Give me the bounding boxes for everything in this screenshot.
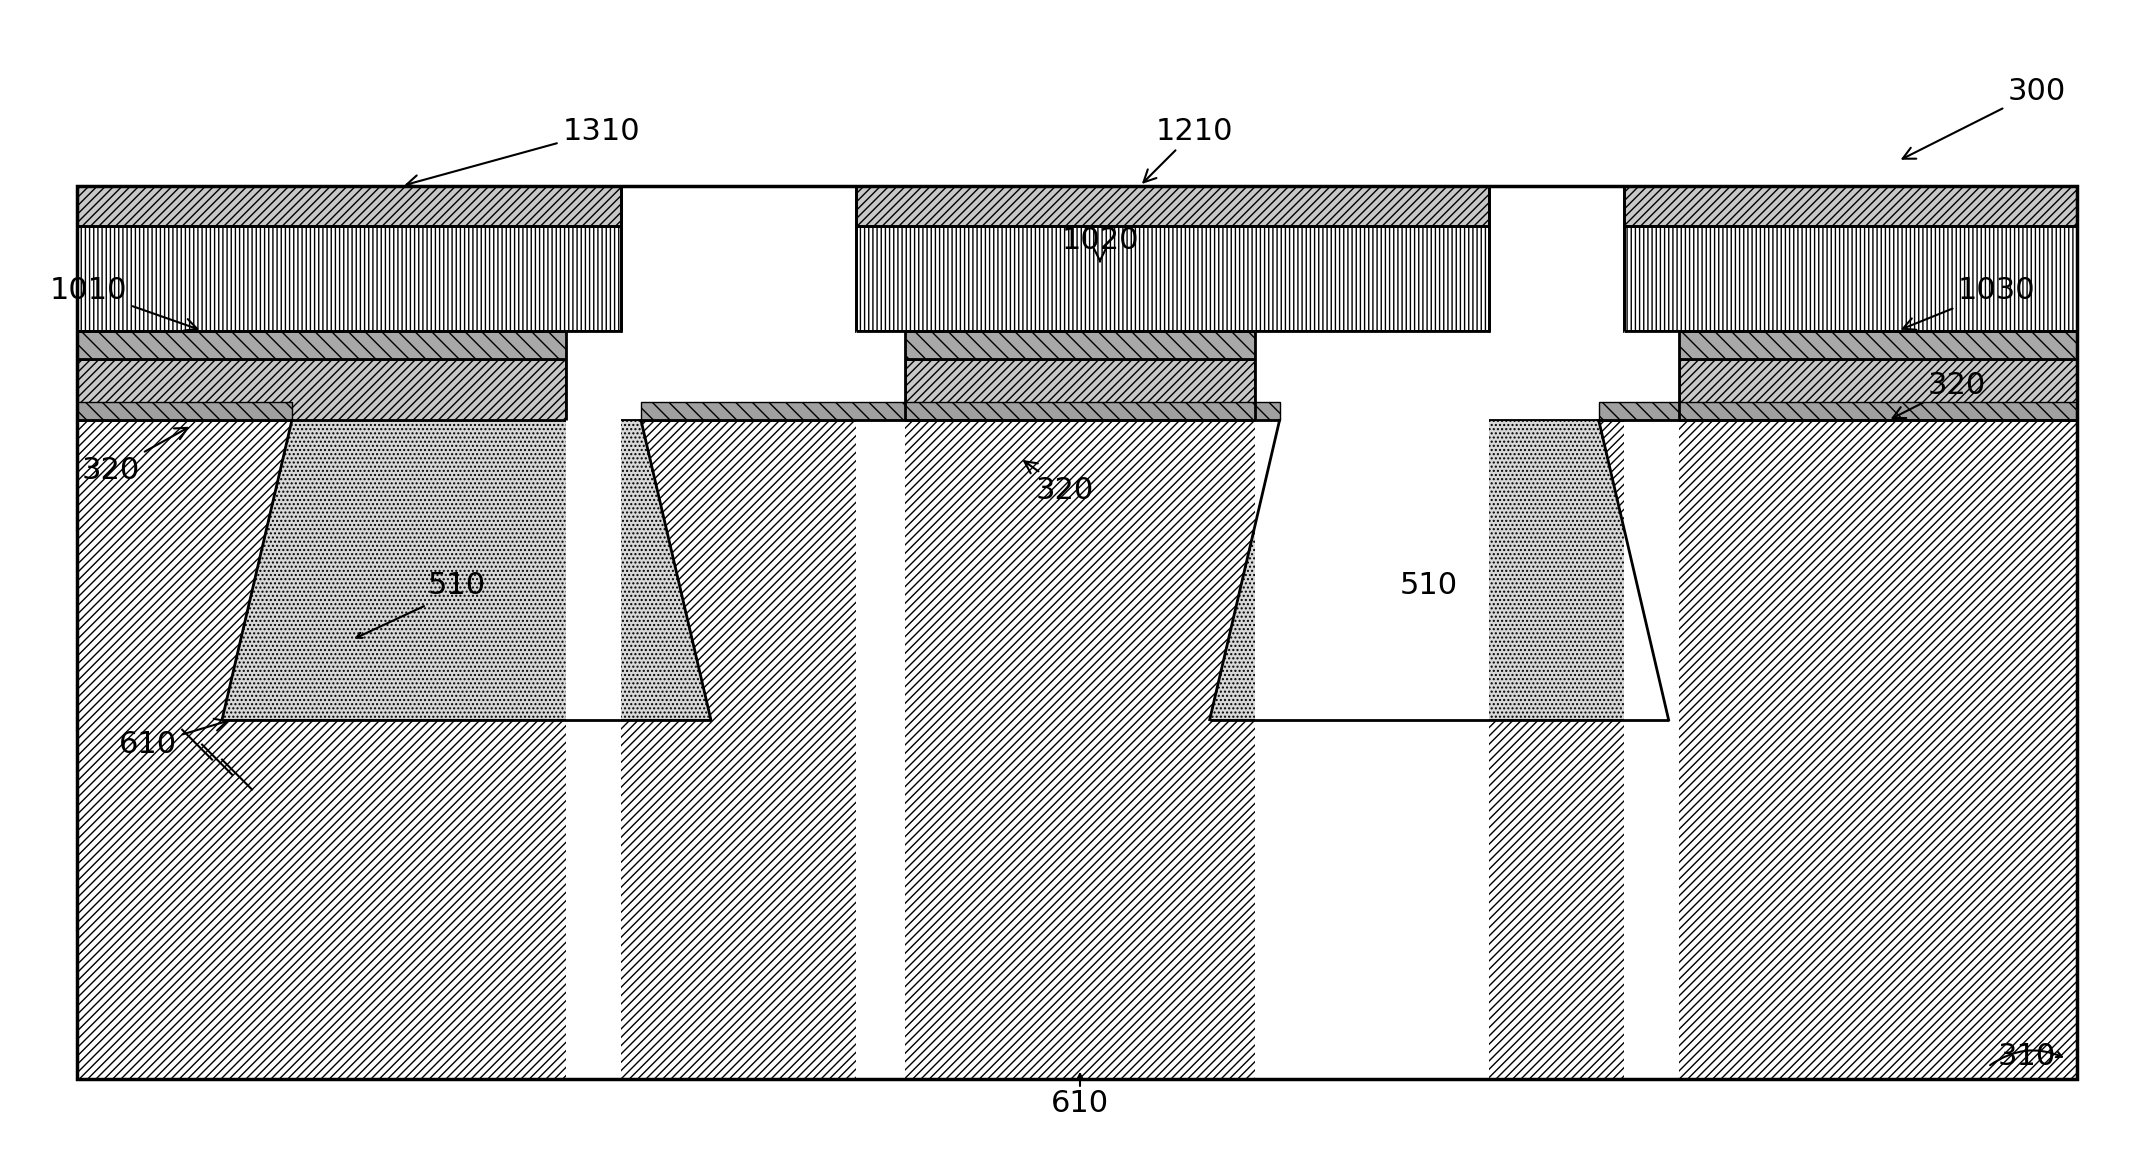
- Text: 320: 320: [1893, 372, 1986, 418]
- Text: 1210: 1210: [1144, 116, 1234, 183]
- Text: 320: 320: [1025, 462, 1094, 505]
- Bar: [567, 331, 620, 1079]
- Text: 510: 510: [426, 571, 485, 600]
- Bar: [78, 359, 567, 421]
- Bar: [855, 186, 1488, 226]
- Text: 1030: 1030: [1902, 277, 2036, 329]
- Bar: [1624, 186, 2076, 226]
- Bar: [78, 186, 620, 226]
- Text: 610: 610: [1051, 1089, 1109, 1118]
- Text: 300: 300: [1902, 76, 2066, 158]
- Text: 320: 320: [82, 428, 187, 485]
- Text: 610: 610: [118, 718, 226, 759]
- Polygon shape: [222, 421, 711, 720]
- Bar: [855, 226, 1488, 331]
- Bar: [78, 331, 567, 359]
- Bar: [1678, 359, 2076, 421]
- Text: 510: 510: [1400, 571, 1458, 600]
- Bar: [1624, 226, 2076, 331]
- Text: 1310: 1310: [407, 116, 640, 188]
- Bar: [1624, 331, 1678, 1079]
- Bar: [855, 331, 905, 1079]
- Bar: [78, 226, 620, 331]
- Text: 1010: 1010: [50, 277, 198, 331]
- Bar: [905, 359, 1254, 421]
- Bar: [642, 402, 1279, 421]
- Bar: [1254, 331, 1488, 1079]
- Text: 310: 310: [1997, 1042, 2057, 1071]
- Polygon shape: [1211, 421, 1669, 720]
- Text: 1020: 1020: [1062, 226, 1139, 261]
- Bar: [1678, 331, 2076, 359]
- Bar: [1598, 402, 2076, 421]
- Polygon shape: [78, 421, 2076, 1079]
- Bar: [78, 402, 291, 421]
- Bar: [905, 331, 1254, 359]
- Bar: [78, 186, 2076, 1079]
